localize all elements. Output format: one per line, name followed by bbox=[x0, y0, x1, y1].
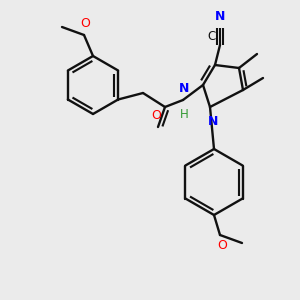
Text: O: O bbox=[80, 17, 90, 30]
Text: C: C bbox=[208, 30, 216, 43]
Text: O: O bbox=[217, 239, 227, 252]
Text: O: O bbox=[151, 109, 161, 122]
Text: N: N bbox=[215, 10, 225, 23]
Text: N: N bbox=[179, 82, 189, 95]
Text: H: H bbox=[180, 108, 188, 121]
Text: N: N bbox=[208, 115, 218, 128]
